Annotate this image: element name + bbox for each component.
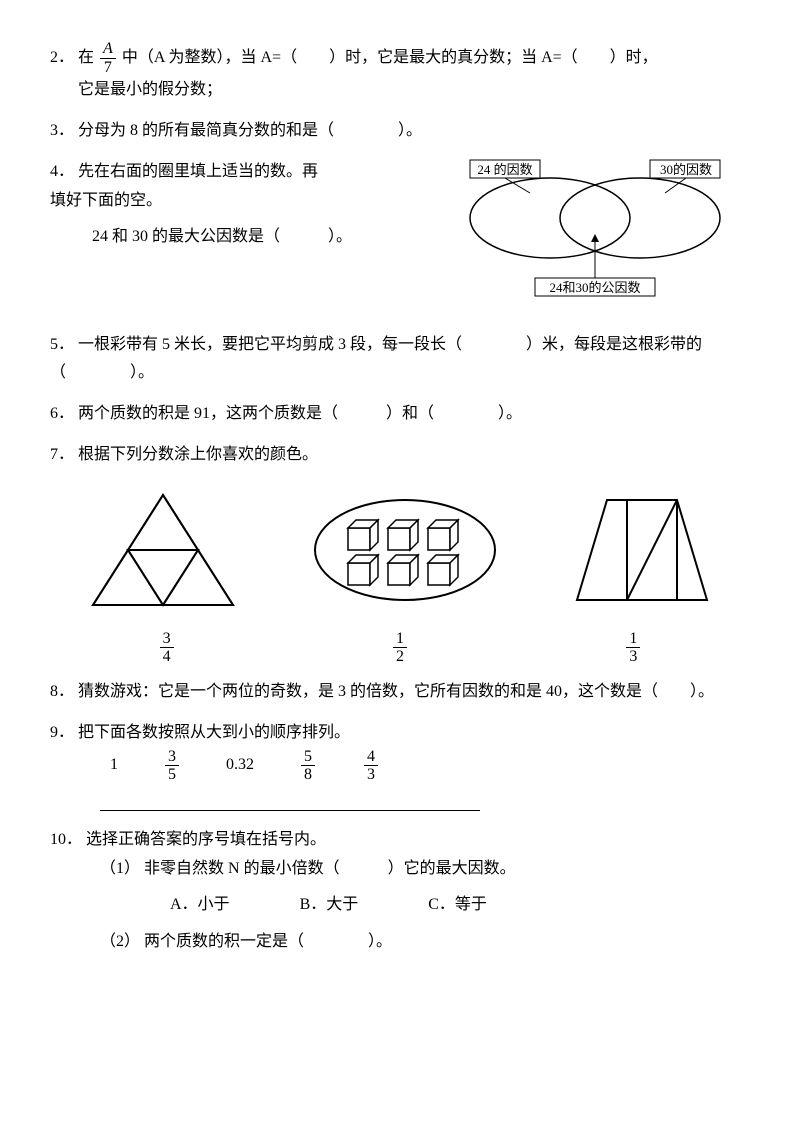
q2-text-a: 在 <box>78 49 94 66</box>
q7-number: 7． <box>50 446 74 463</box>
question-5: 5． 一根彩带有 5 米长，要把它平均剪成 3 段，每一段长（ ）米，每段是这根… <box>50 331 750 389</box>
q10-sub2-label: （2） <box>100 933 140 950</box>
cubes-figure <box>310 495 500 605</box>
question-6: 6． 两个质数的积是 91，这两个质数是（ ）和（ ）。 <box>50 400 750 429</box>
question-2: 2． 在 A 7 中（A 为整数），当 A=（ ）时，它是最大的真分数；当 A=… <box>50 40 750 105</box>
q4-text-b: 填好下面的空。 <box>50 187 430 216</box>
q9-n1: 1 <box>110 751 118 780</box>
q2-text-b: 中（A 为整数），当 A=（ ）时，它是最大的真分数；当 A=（ ）时， <box>122 49 658 66</box>
q10-sub1-b: B．大于 <box>300 891 359 920</box>
q4-text-block: 4． 先在右面的圈里填上适当的数。再 填好下面的空。 24 和 30 的最大公因… <box>50 158 430 252</box>
q9-text: 把下面各数按照从大到小的顺序排列。 <box>78 724 350 741</box>
q10-number: 10． <box>50 831 82 848</box>
svg-text:24 的因数: 24 的因数 <box>477 162 532 177</box>
q7-frac-2: 1 2 <box>393 630 407 666</box>
q10-sub1-choices: A．小于 B．大于 C．等于 <box>50 891 750 920</box>
q6-text: 两个质数的积是 91，这两个质数是（ ）和（ ）。 <box>78 405 522 422</box>
triangle-figure <box>83 485 243 615</box>
svg-text:30的因数: 30的因数 <box>660 162 712 177</box>
q9-n3: 0.32 <box>226 751 254 780</box>
q5-text: 一根彩带有 5 米长，要把它平均剪成 3 段，每一段长（ ）米，每段是这根彩带的… <box>50 336 702 382</box>
q9-n4: 5 8 <box>301 748 315 784</box>
q2-number: 2． <box>50 49 74 66</box>
q10-sub1: （1） 非零自然数 N 的最小倍数（ ）它的最大因数。 <box>50 855 750 884</box>
q5-number: 5． <box>50 336 74 353</box>
svg-text:24和30的公因数: 24和30的公因数 <box>549 280 640 295</box>
q10-sub2-text: 两个质数的积一定是（ ）。 <box>144 933 392 950</box>
question-9: 9． 把下面各数按照从大到小的顺序排列。 1 3 5 0.32 5 8 4 3 <box>50 719 750 811</box>
q2-fraction: A 7 <box>100 40 116 76</box>
q10-text: 选择正确答案的序号填在括号内。 <box>86 831 326 848</box>
q8-text: 猜数游戏：它是一个两位的奇数，是 3 的倍数，它所有因数的和是 40，这个数是（… <box>78 683 714 700</box>
q9-numbers-row: 1 3 5 0.32 5 8 4 3 <box>50 748 750 784</box>
question-3: 3． 分母为 8 的所有最简真分数的和是（ ）。 <box>50 117 750 146</box>
q2-text-c: 它是最小的假分数； <box>50 76 750 105</box>
q10-sub1-c: C．等于 <box>428 891 487 920</box>
question-8: 8． 猜数游戏：它是一个两位的奇数，是 3 的倍数，它所有因数的和是 40，这个… <box>50 678 750 707</box>
venn-svg: 24 的因数 30的因数 24和30的公因数 <box>440 158 750 308</box>
q4-number: 4． <box>50 163 74 180</box>
question-4: 4． 先在右面的圈里填上适当的数。再 填好下面的空。 24 和 30 的最大公因… <box>50 158 750 319</box>
venn-diagram: 24 的因数 30的因数 24和30的公因数 <box>430 158 750 319</box>
q7-figures-row <box>50 485 750 615</box>
question-7: 7． 根据下列分数涂上你喜欢的颜色。 <box>50 441 750 666</box>
q10-sub1-a: A．小于 <box>170 891 230 920</box>
q7-text: 根据下列分数涂上你喜欢的颜色。 <box>78 446 318 463</box>
q7-labels-row: 3 4 1 2 1 3 <box>50 630 750 666</box>
q10-sub1-label: （1） <box>100 860 140 877</box>
q3-number: 3． <box>50 122 74 139</box>
q9-n2: 3 5 <box>165 748 179 784</box>
q4-text-c: 24 和 30 的最大公因数是（ ）。 <box>50 223 430 252</box>
question-10: 10． 选择正确答案的序号填在括号内。 （1） 非零自然数 N 的最小倍数（ ）… <box>50 826 750 957</box>
q4-text-a: 先在右面的圈里填上适当的数。再 <box>78 163 318 180</box>
q8-number: 8． <box>50 683 74 700</box>
q3-text: 分母为 8 的所有最简真分数的和是（ ）。 <box>78 122 422 139</box>
q9-answer-line <box>100 809 480 811</box>
trapezoid-figure <box>567 490 717 610</box>
q6-number: 6． <box>50 405 74 422</box>
q9-n5: 4 3 <box>364 748 378 784</box>
q7-frac-1: 3 4 <box>160 630 174 666</box>
q10-sub2: （2） 两个质数的积一定是（ ）。 <box>50 928 750 957</box>
q9-number: 9． <box>50 724 74 741</box>
q7-frac-3: 1 3 <box>626 630 640 666</box>
q10-sub1-text: 非零自然数 N 的最小倍数（ ）它的最大因数。 <box>144 860 516 877</box>
